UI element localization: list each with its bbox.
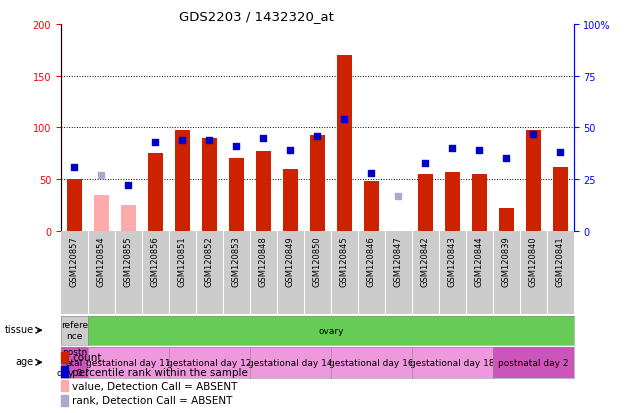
Text: percentile rank within the sample: percentile rank within the sample bbox=[72, 367, 248, 377]
Text: gestational day 16: gestational day 16 bbox=[329, 358, 413, 367]
Bar bbox=[472, 174, 487, 231]
Point bbox=[528, 131, 538, 138]
Text: value, Detection Call = ABSENT: value, Detection Call = ABSENT bbox=[72, 381, 238, 391]
Point bbox=[123, 183, 133, 189]
Text: count: count bbox=[72, 352, 102, 363]
Text: GSM120839: GSM120839 bbox=[502, 235, 511, 286]
Bar bbox=[499, 209, 513, 231]
Text: GSM120856: GSM120856 bbox=[151, 235, 160, 286]
Text: ovary: ovary bbox=[318, 326, 344, 335]
Text: GSM120843: GSM120843 bbox=[448, 235, 457, 286]
Bar bbox=[61, 366, 68, 377]
Point bbox=[474, 147, 485, 154]
Text: gestational day 12: gestational day 12 bbox=[167, 358, 251, 367]
Text: GSM120842: GSM120842 bbox=[420, 235, 429, 286]
Text: GDS2203 / 1432320_at: GDS2203 / 1432320_at bbox=[179, 10, 334, 23]
Point bbox=[150, 139, 160, 146]
Point bbox=[258, 135, 269, 142]
Bar bbox=[61, 380, 68, 392]
Bar bbox=[283, 169, 297, 231]
Text: GSM120850: GSM120850 bbox=[313, 235, 322, 286]
Bar bbox=[229, 159, 244, 231]
Bar bbox=[61, 395, 68, 406]
Point bbox=[366, 170, 376, 177]
Bar bbox=[553, 167, 568, 231]
Bar bbox=[364, 182, 379, 231]
Bar bbox=[67, 180, 82, 231]
Text: GSM120851: GSM120851 bbox=[178, 235, 187, 286]
Text: GSM120857: GSM120857 bbox=[70, 235, 79, 286]
Text: GSM120845: GSM120845 bbox=[340, 235, 349, 286]
Point bbox=[177, 137, 187, 144]
Point bbox=[231, 143, 242, 150]
Point bbox=[339, 116, 349, 123]
Bar bbox=[418, 174, 433, 231]
Text: GSM120848: GSM120848 bbox=[259, 235, 268, 286]
Text: age: age bbox=[15, 356, 33, 366]
Bar bbox=[310, 135, 325, 231]
Point bbox=[555, 150, 565, 156]
Text: GSM120847: GSM120847 bbox=[394, 235, 403, 286]
Text: GSM120855: GSM120855 bbox=[124, 235, 133, 286]
Point bbox=[69, 164, 79, 171]
Bar bbox=[445, 173, 460, 231]
Point bbox=[96, 172, 106, 179]
Point bbox=[447, 145, 458, 152]
Bar bbox=[202, 138, 217, 231]
Bar bbox=[121, 206, 136, 231]
Bar bbox=[256, 152, 271, 231]
Text: GSM120840: GSM120840 bbox=[529, 235, 538, 286]
Bar bbox=[175, 131, 190, 231]
Text: GSM120841: GSM120841 bbox=[556, 235, 565, 286]
Text: tissue: tissue bbox=[4, 324, 33, 334]
Text: refere
nce: refere nce bbox=[61, 321, 88, 340]
Text: GSM120844: GSM120844 bbox=[475, 235, 484, 286]
Text: gestational day 11: gestational day 11 bbox=[86, 358, 171, 367]
Text: GSM120852: GSM120852 bbox=[205, 235, 214, 286]
Text: rank, Detection Call = ABSENT: rank, Detection Call = ABSENT bbox=[72, 395, 233, 405]
Text: GSM120854: GSM120854 bbox=[97, 235, 106, 286]
Text: gestational day 14: gestational day 14 bbox=[248, 358, 333, 367]
Bar bbox=[526, 131, 540, 231]
Bar bbox=[61, 352, 68, 363]
Point bbox=[204, 137, 215, 144]
Text: gestational day 18: gestational day 18 bbox=[410, 358, 495, 367]
Bar bbox=[337, 56, 352, 231]
Point bbox=[285, 147, 296, 154]
Point bbox=[501, 156, 512, 162]
Text: GSM120853: GSM120853 bbox=[232, 235, 241, 286]
Text: GSM120849: GSM120849 bbox=[286, 235, 295, 286]
Text: GSM120846: GSM120846 bbox=[367, 235, 376, 286]
Point bbox=[393, 193, 403, 199]
Point bbox=[420, 160, 430, 166]
Text: postn
atal
day 0.5: postn atal day 0.5 bbox=[58, 348, 91, 377]
Point bbox=[312, 133, 322, 140]
Text: postnatal day 2: postnatal day 2 bbox=[498, 358, 569, 367]
Bar bbox=[148, 154, 163, 231]
Bar bbox=[94, 195, 109, 231]
